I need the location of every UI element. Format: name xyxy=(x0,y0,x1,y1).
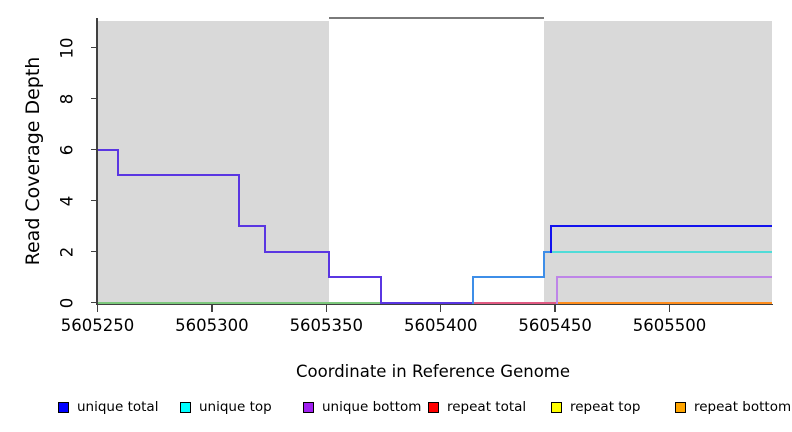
y-tick-label: 10 xyxy=(57,37,76,58)
unique-total-mid-steps xyxy=(471,276,474,304)
unique-total-left-steps xyxy=(239,225,265,227)
legend-item-repeat-bottom: repeat bottom xyxy=(675,399,791,415)
unique-total-left-steps xyxy=(118,174,240,176)
unique-top-line-0 xyxy=(97,301,382,304)
y-tick-mark xyxy=(90,199,97,202)
legend-swatch xyxy=(675,401,686,413)
legend-label: repeat top xyxy=(570,399,641,415)
unique-total-mid-steps xyxy=(542,250,545,278)
unique-total-mid-steps xyxy=(543,250,551,253)
unique-total-left-steps xyxy=(328,276,382,278)
legend-label: repeat total xyxy=(447,399,527,415)
legend-item-repeat-total: repeat total xyxy=(428,399,526,415)
x-tick-mark xyxy=(211,305,213,312)
unique-total-left-steps xyxy=(264,250,329,253)
y-tick-label: 6 xyxy=(57,144,76,155)
unique-total-left-steps xyxy=(117,148,120,176)
legend-swatch xyxy=(303,401,314,413)
legend-swatch xyxy=(180,401,191,413)
unique-total-right-steps xyxy=(549,225,552,253)
legend-swatch xyxy=(58,401,69,413)
repeat-bottom-line-0 xyxy=(557,301,773,304)
unique-total-left-steps xyxy=(97,148,119,151)
legend-swatch xyxy=(428,401,439,413)
unique-total-left-steps xyxy=(381,301,473,304)
legend-label: unique bottom xyxy=(322,399,422,415)
legend-label: unique total xyxy=(77,399,159,415)
y-axis-line xyxy=(96,18,98,306)
x-tick-mark xyxy=(668,305,671,312)
x-tick-label: 5605400 xyxy=(403,316,478,335)
unique-total-left-steps xyxy=(380,276,383,304)
legend-label: unique top xyxy=(199,399,272,415)
plot-top-border xyxy=(328,17,544,20)
y-tick-label: 2 xyxy=(57,246,76,257)
x-tick-label: 5605350 xyxy=(289,316,364,335)
x-tick-label: 5605250 xyxy=(60,316,135,335)
unique-total-left-steps xyxy=(263,225,266,253)
repeat-total-line-0 xyxy=(472,301,558,304)
unique-bottom-line-1 xyxy=(557,276,773,278)
shaded-region xyxy=(543,21,773,304)
y-tick-label: 8 xyxy=(57,93,76,104)
y-tick-mark xyxy=(90,148,97,151)
legend-item-repeat-top: repeat top xyxy=(551,399,640,415)
legend-label: repeat bottom xyxy=(694,399,792,415)
x-tick-mark xyxy=(439,305,442,312)
legend-item-unique-total: unique total xyxy=(58,399,158,415)
x-axis-line xyxy=(96,303,774,306)
y-tick-mark xyxy=(90,46,97,49)
x-axis-label: Coordinate in Reference Genome xyxy=(295,362,571,381)
shaded-region xyxy=(97,21,329,304)
y-tick-mark xyxy=(90,97,97,100)
legend-swatch xyxy=(551,401,562,413)
y-tick-mark xyxy=(90,250,97,253)
unique-bottom-line-1 xyxy=(556,276,559,304)
legend: unique total unique top unique bottom repea… xyxy=(0,399,792,421)
y-tick-label: 0 xyxy=(57,297,76,308)
x-tick-mark xyxy=(325,305,328,312)
y-tick-mark xyxy=(90,301,97,304)
unique-total-left-steps xyxy=(238,174,241,227)
legend-item-unique-top: unique top xyxy=(180,399,272,415)
unique-total-right-steps xyxy=(550,225,773,227)
unique-total-mid-steps xyxy=(472,276,544,278)
x-tick-label: 5605300 xyxy=(175,316,249,335)
x-tick-mark xyxy=(554,305,556,312)
unique-total-left-steps xyxy=(327,250,330,278)
unique-top-line-2 xyxy=(543,250,773,253)
x-tick-label: 5605500 xyxy=(632,316,707,335)
x-tick-label: 5605450 xyxy=(518,316,592,335)
legend-item-unique-bottom: unique bottom xyxy=(303,399,421,415)
x-tick-mark xyxy=(96,305,99,312)
y-tick-label: 4 xyxy=(57,195,76,206)
